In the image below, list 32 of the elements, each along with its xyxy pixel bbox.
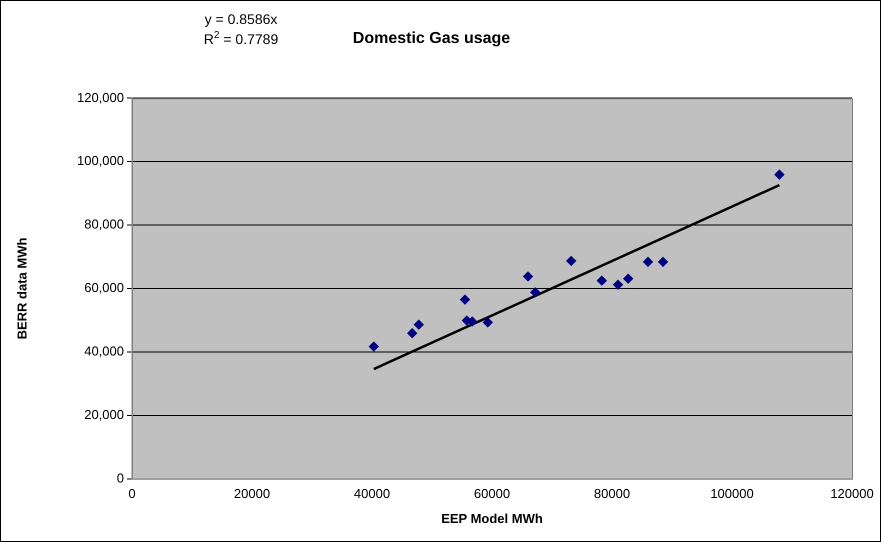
x-tick-label: 80000 <box>594 486 630 502</box>
point <box>596 276 607 286</box>
point <box>460 294 470 305</box>
y-tick-label: 20,000 <box>84 406 124 422</box>
y-tick-label: 80,000 <box>84 216 124 232</box>
chart-title: Domestic Gas usage <box>352 30 510 48</box>
y-tick-label: 120,000 <box>77 90 124 105</box>
text: y = 0.8586x <box>204 10 278 27</box>
y-axis-title: BERR data MWh <box>14 238 30 340</box>
point <box>368 342 379 352</box>
point <box>530 287 540 298</box>
point <box>523 271 533 282</box>
point <box>414 320 424 330</box>
point <box>623 274 634 284</box>
x-axis-title: EEP Model MWh <box>441 510 543 526</box>
point <box>566 256 576 266</box>
x-tick-label: 0 <box>128 486 136 502</box>
point <box>407 328 418 338</box>
x-tick-label: 120000 <box>830 486 874 502</box>
point <box>643 256 653 267</box>
x-tick-label: 40000 <box>354 486 390 502</box>
point <box>774 170 784 180</box>
y-tick-label: 100,000 <box>77 153 124 168</box>
y-tick-label: 40,000 <box>84 344 124 359</box>
point <box>613 280 623 290</box>
y-tick-label: 60,000 <box>84 280 124 296</box>
x-tick-label: 60000 <box>474 486 510 502</box>
x-tick-label: 100000 <box>710 486 754 502</box>
y-tick-label: 0 <box>116 470 124 486</box>
x-tick-label: 20000 <box>234 486 270 502</box>
point <box>482 317 493 328</box>
point <box>658 256 668 267</box>
